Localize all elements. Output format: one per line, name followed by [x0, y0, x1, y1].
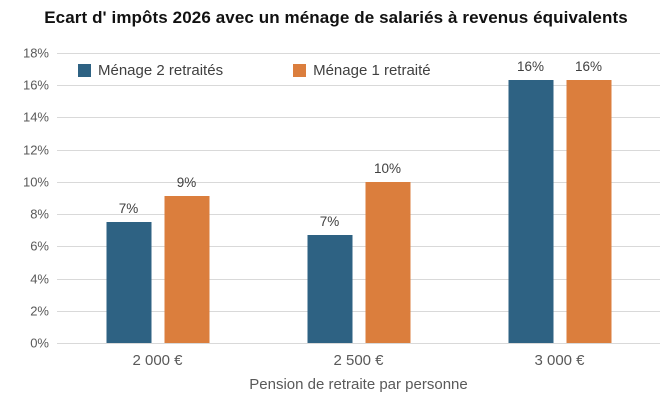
data-label: 10% [373, 160, 402, 176]
gridline-18 [57, 53, 660, 54]
gridline-2 [57, 310, 660, 312]
y-tick-label: 6% [30, 238, 49, 254]
y-tick-label: 4% [30, 271, 49, 287]
gridline-14 [57, 117, 660, 119]
gridline-4 [57, 278, 660, 280]
bar-group-2-500-€: 7% 10% [307, 161, 410, 343]
data-label: 16% [516, 59, 545, 75]
bar-wrap: 16% [566, 59, 611, 343]
gridline-16 [57, 85, 660, 87]
y-tick-label: 16% [22, 77, 49, 93]
y-tick-label: 2% [30, 303, 49, 319]
legend-swatch-icon [78, 64, 91, 77]
gridline-10 [57, 181, 660, 183]
data-label: 9% [176, 175, 197, 191]
y-tick-label: 18% [22, 45, 49, 61]
bar-group-3-000-€: 16% 16% [508, 59, 611, 343]
bar-Ménage-2-retraités[interactable] [106, 222, 151, 343]
gridline-6 [57, 246, 660, 248]
bar-Ménage-2-retraités[interactable] [508, 80, 553, 343]
bar-wrap: 10% [365, 161, 410, 343]
bar-Ménage-1-retraité[interactable] [365, 181, 410, 343]
chart-title: Ecart d' impôts 2026 avec un ménage de s… [44, 8, 628, 27]
y-tick-label: 12% [22, 142, 49, 158]
gridline-12 [57, 149, 660, 151]
bar-wrap: 9% [164, 175, 209, 343]
data-label: 7% [319, 214, 340, 230]
legend-label: Ménage 2 retraités [98, 62, 224, 79]
chart-legend: Ménage 2 retraités Ménage 1 retraité [78, 62, 431, 79]
y-tick-label: 0% [30, 335, 49, 351]
y-tick-label: 8% [30, 206, 49, 222]
legend-item-Ménage-2-retraités[interactable]: Ménage 2 retraités [78, 62, 223, 79]
gridline-8 [57, 214, 660, 216]
legend-item-Ménage-1-retraité[interactable]: Ménage 1 retraité [293, 62, 431, 79]
bar-Ménage-2-retraités[interactable] [307, 235, 352, 343]
bar-group-2-000-€: 7% 9% [106, 175, 209, 343]
x-tick-label: 2 000 € [132, 352, 183, 369]
y-tick-label: 10% [22, 174, 49, 190]
x-axis-title: Pension de retraite par personne [249, 376, 468, 393]
bar-wrap: 7% [106, 201, 151, 343]
data-label: 7% [118, 201, 139, 217]
x-tick-label: 2 500 € [333, 352, 384, 369]
bar-wrap: 7% [307, 214, 352, 343]
legend-swatch-icon [293, 64, 307, 77]
legend-label: Ménage 1 retraité [313, 62, 431, 79]
plot-area: 7% 9% 7% 10% 16% 16% [57, 53, 660, 344]
bar-Ménage-1-retraité[interactable] [164, 196, 209, 343]
y-tick-label: 14% [22, 109, 49, 125]
x-tick-label: 3 000 € [534, 352, 585, 369]
gridline-0 [57, 343, 660, 344]
bar-wrap: 16% [508, 59, 553, 343]
data-label: 16% [574, 59, 603, 75]
bar-Ménage-1-retraité[interactable] [566, 80, 611, 343]
